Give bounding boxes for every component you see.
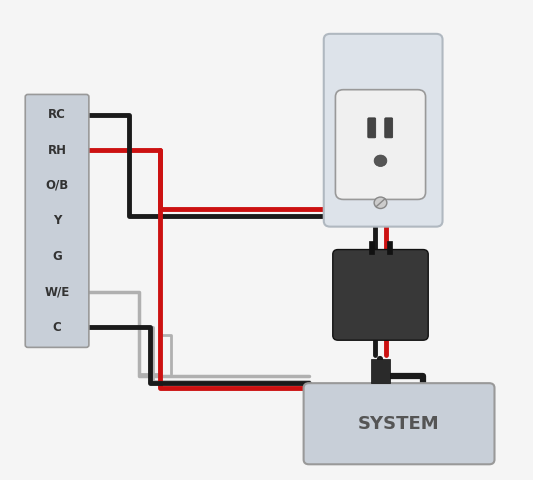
FancyBboxPatch shape xyxy=(385,118,393,138)
Text: O/B: O/B xyxy=(45,179,69,192)
Text: Y: Y xyxy=(53,215,61,228)
Text: RC: RC xyxy=(48,108,66,121)
Bar xyxy=(369,241,374,254)
Bar xyxy=(387,241,392,254)
Bar xyxy=(371,360,390,383)
Text: C: C xyxy=(53,321,61,334)
Circle shape xyxy=(374,155,387,167)
FancyBboxPatch shape xyxy=(25,95,89,348)
FancyBboxPatch shape xyxy=(324,34,442,227)
FancyBboxPatch shape xyxy=(304,383,495,464)
Text: G: G xyxy=(52,250,62,263)
FancyBboxPatch shape xyxy=(333,250,428,340)
FancyBboxPatch shape xyxy=(368,118,376,138)
Text: W/E: W/E xyxy=(44,285,70,298)
FancyBboxPatch shape xyxy=(335,90,425,199)
Circle shape xyxy=(374,197,387,208)
Text: RH: RH xyxy=(47,144,67,156)
Text: SYSTEM: SYSTEM xyxy=(358,415,440,433)
